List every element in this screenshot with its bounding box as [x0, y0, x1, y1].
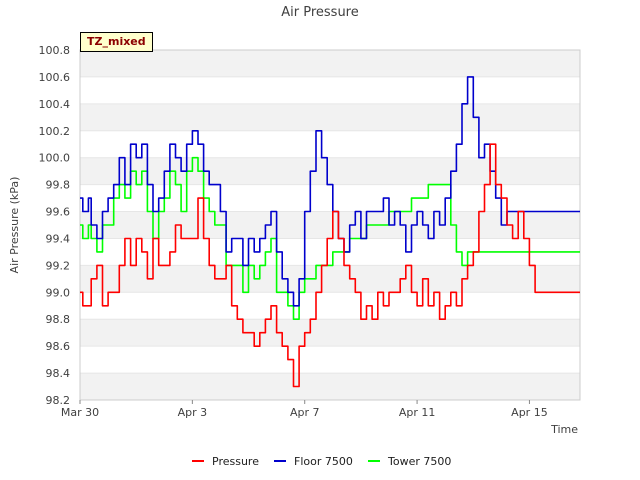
y-tick-label: 98.6	[46, 340, 71, 353]
x-tick-label: Apr 3	[178, 406, 208, 419]
background-band	[80, 50, 580, 77]
x-tick-label: Apr 7	[290, 406, 320, 419]
timezone-annotation: TZ_mixed	[80, 32, 153, 52]
background-band	[80, 265, 580, 293]
x-tick-label: Apr 11	[399, 406, 436, 419]
y-tick-label: 100.2	[39, 125, 71, 138]
background-band	[80, 157, 580, 185]
y-tick-label: 99.8	[46, 179, 71, 192]
background-band	[80, 319, 580, 347]
y-tick-label: 99.6	[46, 206, 71, 219]
y-tick-label: 98.4	[46, 367, 71, 380]
chart-title: Air Pressure	[281, 5, 359, 20]
series-line-floor-7500	[80, 76, 580, 307]
y-tick-label: 100.8	[39, 44, 71, 57]
y-tick-label: 100.0	[39, 152, 71, 165]
legend-label: Tower 7500	[387, 455, 451, 468]
background-band	[80, 373, 580, 400]
y-tick-label: 100.4	[39, 98, 71, 111]
x-axis-ticks: Mar 30 Apr 3 Apr 7 Apr 11 Apr 15	[61, 400, 548, 419]
x-axis-label: Time	[550, 423, 578, 436]
legend: Pressure Floor 7500 Tower 7500	[192, 455, 451, 468]
y-tick-label: 100.6	[39, 71, 71, 84]
y-axis-ticks: 98.2 98.4 98.6 98.8 99.0 99.2 99.4 99.6 99.8 100.…	[39, 44, 71, 407]
series-line-tower-7500	[80, 156, 580, 320]
x-tick-label: Mar 30	[61, 406, 99, 419]
series-line-pressure	[80, 143, 580, 388]
y-tick-label: 98.8	[46, 313, 71, 326]
series-lines	[80, 76, 580, 388]
y-tick-label: 99.0	[46, 286, 71, 299]
y-tick-label: 99.2	[46, 259, 71, 272]
background-band	[80, 211, 580, 239]
y-axis-label: Air Pressure (kPa)	[8, 177, 21, 274]
plot-background-bands	[80, 50, 580, 400]
legend-label: Pressure	[212, 455, 259, 468]
background-band	[80, 103, 580, 131]
legend-label: Floor 7500	[294, 455, 353, 468]
y-tick-label: 98.2	[46, 394, 71, 407]
y-tick-label: 99.4	[46, 232, 71, 245]
x-tick-label: Apr 15	[511, 406, 548, 419]
